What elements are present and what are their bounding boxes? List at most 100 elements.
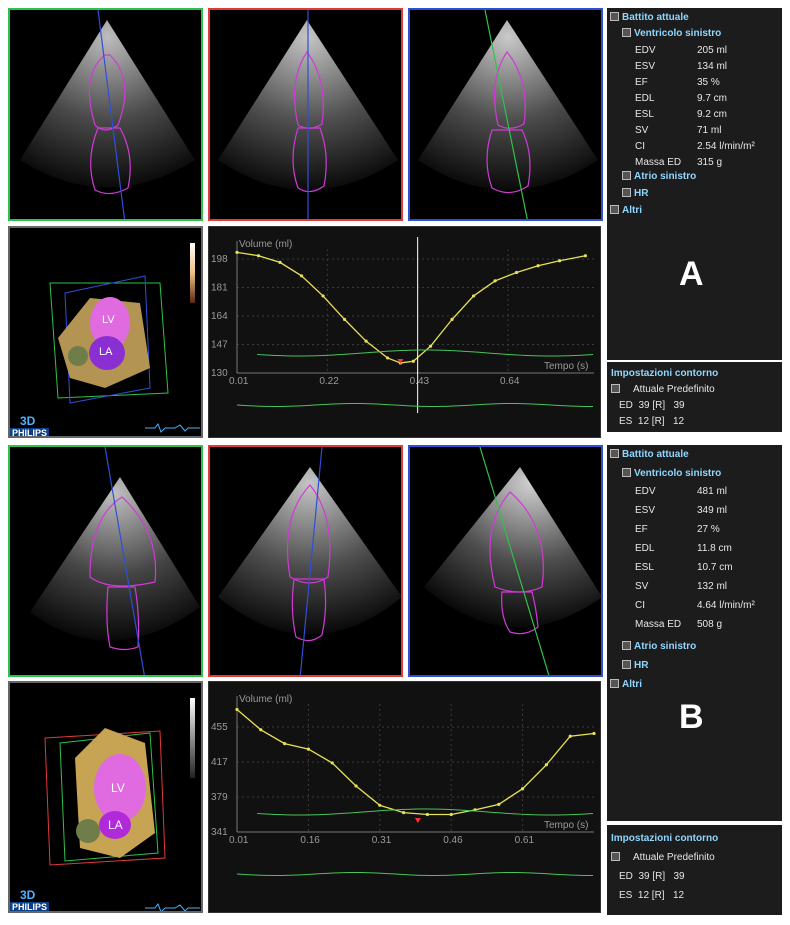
echo-view-green[interactable] [8,8,203,221]
volume-chart[interactable]: Volume (ml) 198 181 164 147 130 0.01 0.22 0.43 0.… [208,226,601,438]
contour-header-row: Attuale Predefinito [611,383,715,397]
la-header[interactable]: Atrio sinistro [622,170,696,184]
x-tick-label: 0.46 [443,835,463,846]
hr-header[interactable]: HR [622,187,648,201]
metric-name: EDL [635,93,655,104]
data-point [330,761,334,765]
row-default: 39 [673,871,685,882]
contour-title: Impostazioni contorno [611,833,719,844]
collapse-icon[interactable] [611,851,620,861]
metric-row: Massa ED 508 g [635,618,722,632]
row-default: 12 [672,890,685,901]
metric-value: 481 ml [697,486,728,497]
collapse-icon[interactable] [622,27,631,37]
metric-name: CI [635,141,645,152]
x-tick-label: 0.16 [300,835,320,846]
x-axis-label: Tempo (s) [544,361,588,372]
expand-icon[interactable] [610,204,619,214]
data-point [235,707,239,712]
altri-header[interactable]: Altri [610,204,642,218]
collapse-icon[interactable] [610,11,619,21]
data-point [428,344,433,348]
altri-header[interactable]: Altri [610,678,642,692]
beat-header[interactable]: Battito attuale [610,448,689,462]
echo-view-blue[interactable] [408,445,603,677]
data-point [235,250,239,254]
echo-image [424,447,601,675]
beat-title: Battito attuale [622,449,689,460]
data-point [378,803,382,807]
echo-view-green[interactable] [8,445,203,677]
metric-name: EDL [635,543,655,554]
metric-name: EF [635,524,648,535]
hr-header[interactable]: HR [622,659,648,673]
echo-view-red[interactable] [208,445,403,677]
y-tick-label: 164 [211,311,228,322]
la-title: Atrio sinistro [634,641,697,652]
lv-header[interactable]: Ventricolo sinistro [622,467,721,481]
data-point [364,339,368,343]
echo-view-blue[interactable] [408,8,603,221]
metric-name: Massa ED [635,157,682,168]
row-name: ES [619,416,633,427]
data-point [514,270,519,275]
metric-row: EF 35 % [635,76,720,90]
beat-header[interactable]: Battito attuale [610,11,689,25]
y-tick-label: 379 [211,792,228,803]
data-point [283,741,287,746]
model-3d-image [49,243,200,433]
metric-row: CI 4.64 l/min/m² [635,599,755,613]
metric-name: ESV [635,61,656,72]
contour-row-ed[interactable]: ED 39 [R] 39 [619,870,685,884]
data-point [568,734,572,738]
metric-value: 9.2 cm [697,109,728,120]
x-tick-label: 0.01 [229,835,249,846]
data-point [521,787,525,791]
beat-title: Battito attuale [622,12,689,23]
expand-icon[interactable] [622,187,631,197]
data-point [299,274,304,278]
es-marker[interactable] [414,818,421,823]
collapse-icon[interactable] [622,467,631,477]
expand-icon[interactable] [622,659,631,669]
data-point [425,812,429,817]
altri-title: Altri [622,205,642,216]
mode-3d-badge: 3D [20,414,36,428]
echo-view-red[interactable] [208,8,403,221]
collapse-icon[interactable] [611,383,620,393]
model-3d-view[interactable]: LV LA 3D PHILIPS [8,226,203,438]
x-tick-label: 0.31 [372,835,392,846]
y-tick-label: 198 [211,254,228,265]
contour-row-es[interactable]: ES 12 [R] 12 [619,889,684,903]
x-tick-label: 0.43 [410,376,430,387]
expand-icon[interactable] [622,640,631,650]
col-default: Predefinito [666,384,715,395]
metric-row: EF 27 % [635,523,720,537]
volume-chart[interactable]: Volume (ml) 455 417 379 341 0.01 0.16 0.31 0.46 0… [208,681,601,913]
hr-title: HR [634,188,649,199]
la-header[interactable]: Atrio sinistro [622,640,696,654]
data-point [278,260,282,265]
es-marker[interactable] [397,359,404,364]
metric-value: 35 % [697,77,720,88]
collapse-icon[interactable] [610,448,619,458]
hr-title: HR [634,660,649,671]
ecg-trace [236,403,594,407]
data-point [493,279,497,283]
panel-a: LV LA 3D PHILIPS Volume (ml) 198 181 164 147… [0,0,790,455]
expand-icon[interactable] [610,678,619,688]
contour-row-es[interactable]: ES 12 [R] 12 [619,415,684,429]
metric-name: Massa ED [635,619,682,630]
echo-image [218,447,401,675]
contour-row-ed[interactable]: ED 39 [R] 39 [619,399,685,413]
row-default: 39 [673,400,685,411]
contour-title: Impostazioni contorno [611,368,719,379]
model-3d-view[interactable]: LV LA 3D PHILIPS [8,681,203,913]
lv-header[interactable]: Ventricolo sinistro [622,27,721,41]
la-title: Atrio sinistro [634,171,697,182]
row-current: 39 [R] [638,871,666,882]
metric-value: 132 ml [697,581,728,592]
expand-icon[interactable] [622,170,631,180]
echo-image [218,10,398,219]
lv-title: Ventricolo sinistro [634,28,722,39]
